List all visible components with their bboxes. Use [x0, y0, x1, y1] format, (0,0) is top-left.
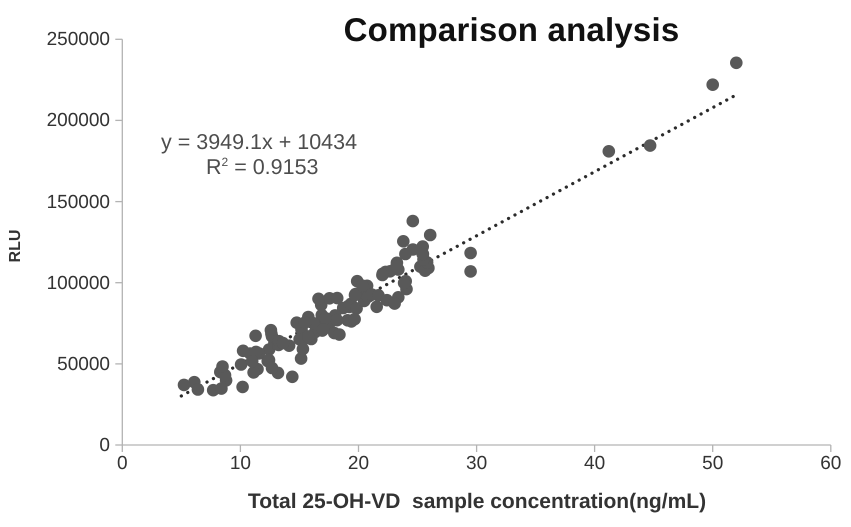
svg-text:0: 0: [99, 435, 110, 456]
svg-text:50: 50: [702, 453, 723, 474]
svg-text:200000: 200000: [47, 110, 110, 131]
svg-text:0: 0: [117, 453, 128, 474]
svg-text:30: 30: [466, 453, 487, 474]
svg-text:50000: 50000: [57, 354, 110, 375]
svg-text:20: 20: [348, 453, 369, 474]
svg-text:10: 10: [230, 453, 251, 474]
svg-text:150000: 150000: [47, 192, 110, 213]
svg-text:100000: 100000: [47, 273, 110, 294]
svg-text:40: 40: [584, 453, 605, 474]
svg-text:250000: 250000: [47, 29, 110, 50]
svg-text:60: 60: [820, 453, 841, 474]
